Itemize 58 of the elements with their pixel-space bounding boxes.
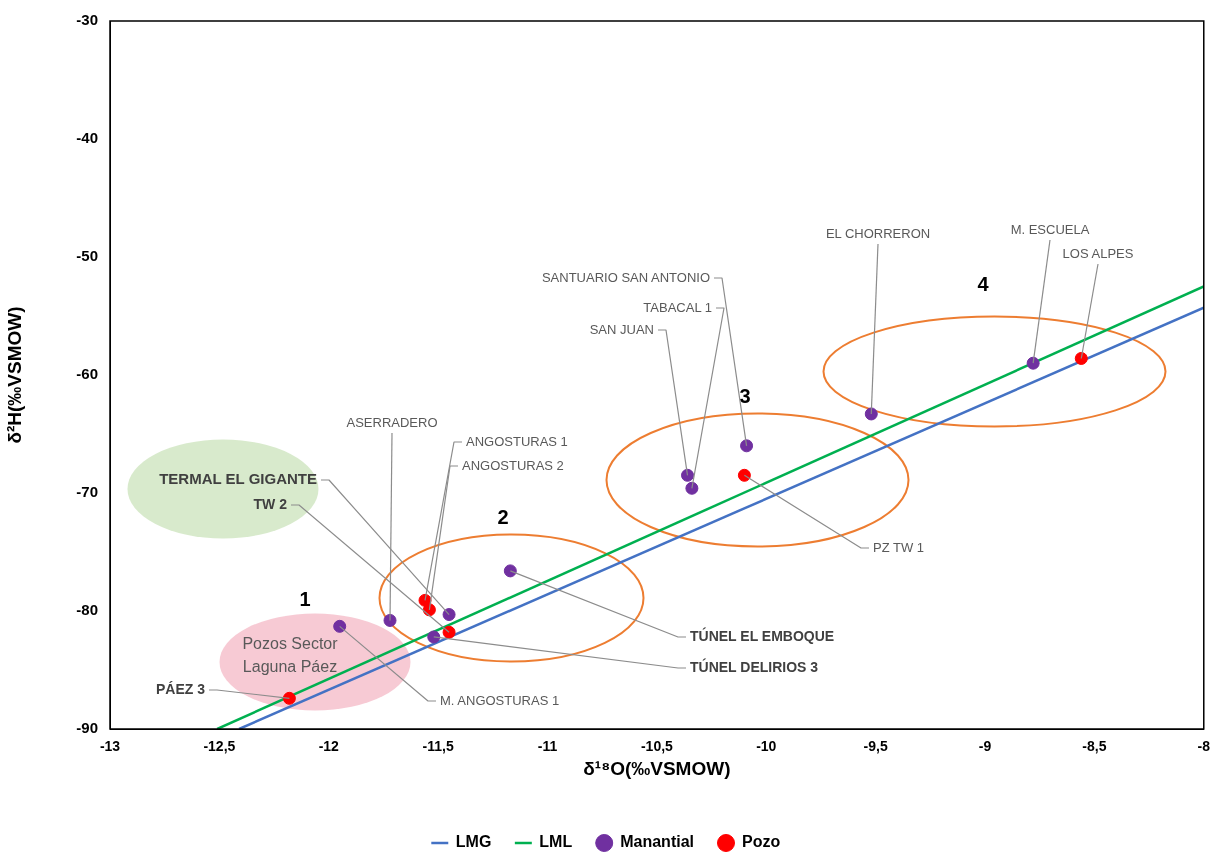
annotation: M. ESCUELA <box>1010 221 1090 237</box>
annotation: 4 <box>977 272 990 295</box>
x-tick-label: -10,5 <box>640 738 674 755</box>
x-tick-label: -9 <box>978 738 992 755</box>
annotation: PÁEZ 3 <box>155 680 206 697</box>
y-tick-label: -90 <box>76 719 98 737</box>
y-tick-label: -40 <box>76 129 98 147</box>
x-tick-label: -9,5 <box>863 738 888 755</box>
annotation: TÚNEL DELIRIOS 3 <box>690 657 819 675</box>
annotation: LOS ALPES <box>1062 245 1134 261</box>
point <box>442 625 456 639</box>
x-tick-label: -8,5 <box>1082 738 1107 755</box>
y-tick-label: -50 <box>76 247 98 265</box>
y-axis-title: δ²H(‰VSMOW) <box>3 306 25 444</box>
point <box>1026 356 1040 370</box>
annotation: TW 2 <box>253 495 288 512</box>
annotation: TÚNEL EL EMBOQUE <box>690 626 835 644</box>
y-tick-label: -70 <box>76 483 98 501</box>
x-tick-label: -12,5 <box>203 738 236 755</box>
point <box>427 630 441 644</box>
point <box>685 481 699 495</box>
x-tick-label: -8 <box>1197 738 1211 755</box>
legend-label: Pozo <box>742 833 781 851</box>
point <box>1074 351 1088 365</box>
x-axis-title: δ¹⁸O(‰VSMOW) <box>583 757 731 779</box>
legend-label: Manantial <box>620 833 694 851</box>
annotation: Pozos Sector Laguna Páez <box>242 635 339 676</box>
y-tick-label: -80 <box>76 601 98 619</box>
x-tick-label: -10 <box>756 738 777 755</box>
point <box>333 619 347 633</box>
y-tick-label: -30 <box>76 11 98 29</box>
x-tick-label: -11 <box>537 738 558 755</box>
legend-label: LMG <box>455 833 492 851</box>
annotation: SAN JUAN <box>589 321 654 337</box>
x-tick-label: -13 <box>99 738 121 755</box>
y-tick-label: -60 <box>76 365 98 383</box>
point <box>737 468 751 482</box>
annotation: ANGOSTURAS 2 <box>462 457 564 473</box>
point <box>740 439 754 453</box>
annotation: EL CHORRERON <box>825 225 931 241</box>
annotation: ANGOSTURAS 1 <box>466 433 568 449</box>
annotation: M. ANGOSTURAS 1 <box>440 692 560 708</box>
legend-label: LML <box>539 833 573 851</box>
x-tick-label: -12 <box>318 738 340 755</box>
point <box>503 564 517 578</box>
annotation: TERMAL EL GIGANTE <box>159 470 317 488</box>
x-tick-label: -11,5 <box>422 738 454 755</box>
annotation: 2 <box>497 505 509 528</box>
point <box>442 608 456 622</box>
annotation: 3 <box>739 384 751 407</box>
annotation: PZ TW 1 <box>873 539 925 555</box>
point <box>681 468 695 482</box>
point <box>864 407 878 421</box>
annotation: 1 <box>299 587 311 610</box>
annotation: TABACAL 1 <box>643 299 712 315</box>
point <box>282 691 296 705</box>
annotation: ASERRADERO <box>346 414 438 430</box>
annotation: SANTUARIO SAN ANTONIO <box>541 269 710 285</box>
